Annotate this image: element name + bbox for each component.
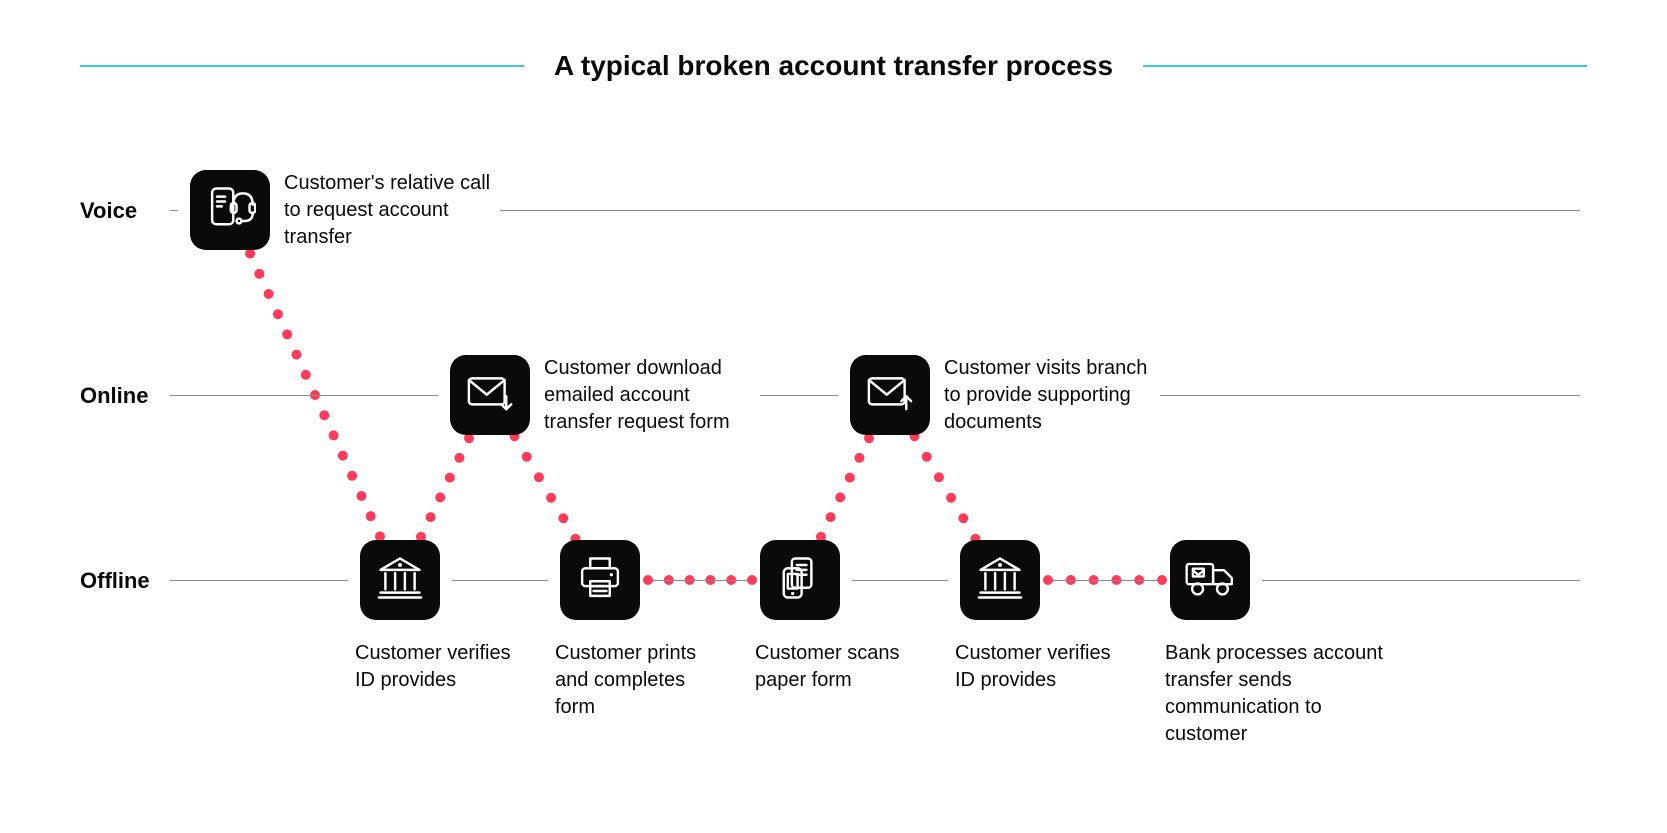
step-text-s3: Customer download emailed account transf… <box>544 355 754 436</box>
step-text-s2: Customer verifies ID provides <box>355 640 515 694</box>
step-icon-s2 <box>360 540 440 620</box>
mail-up-icon <box>862 367 918 424</box>
row-line-voice <box>170 210 178 211</box>
bank-icon <box>374 552 426 609</box>
step-icon-s1 <box>190 170 270 250</box>
step-text-s5: Customer scans paper form <box>755 640 915 694</box>
phone-headset-icon <box>204 182 256 239</box>
scanner-icon <box>774 552 826 609</box>
step-text-s4: Customer prints and completes form <box>555 640 715 721</box>
page-title: A typical broken account transfer proces… <box>554 50 1113 82</box>
row-line-offline <box>1262 580 1580 581</box>
row-line-offline <box>170 580 348 581</box>
printer-icon <box>574 552 626 609</box>
bank-icon <box>974 552 1026 609</box>
row-line-offline <box>852 580 948 581</box>
row-line-online <box>1160 395 1580 396</box>
row-line-online <box>170 395 438 396</box>
step-text-s6: Customer visits branch to provide suppor… <box>944 355 1154 436</box>
row-label-online: Online <box>80 383 148 409</box>
title-line-left <box>80 65 524 67</box>
mail-down-icon <box>462 367 518 424</box>
step-icon-s5 <box>760 540 840 620</box>
step-icon-s3 <box>450 355 530 435</box>
step-icon-s8 <box>1170 540 1250 620</box>
row-line-voice <box>500 210 1580 211</box>
row-line-online <box>760 395 838 396</box>
row-label-offline: Offline <box>80 568 150 594</box>
step-icon-s6 <box>850 355 930 435</box>
step-text-s8: Bank processes account transfer sends co… <box>1165 640 1405 748</box>
row-label-voice: Voice <box>80 198 137 224</box>
row-line-offline <box>452 580 548 581</box>
step-icon-s4 <box>560 540 640 620</box>
title-row: A typical broken account transfer proces… <box>0 0 1667 82</box>
process-diagram: Voice Online Offline Customer's relative c… <box>80 140 1587 813</box>
row-line-offline <box>1052 580 1158 581</box>
truck-icon <box>1182 554 1238 607</box>
title-line-right <box>1143 65 1587 67</box>
step-icon-s7 <box>960 540 1040 620</box>
row-line-offline <box>652 580 748 581</box>
step-text-s1: Customer's relative call to request acco… <box>284 170 494 251</box>
step-text-s7: Customer verifies ID provides <box>955 640 1115 694</box>
